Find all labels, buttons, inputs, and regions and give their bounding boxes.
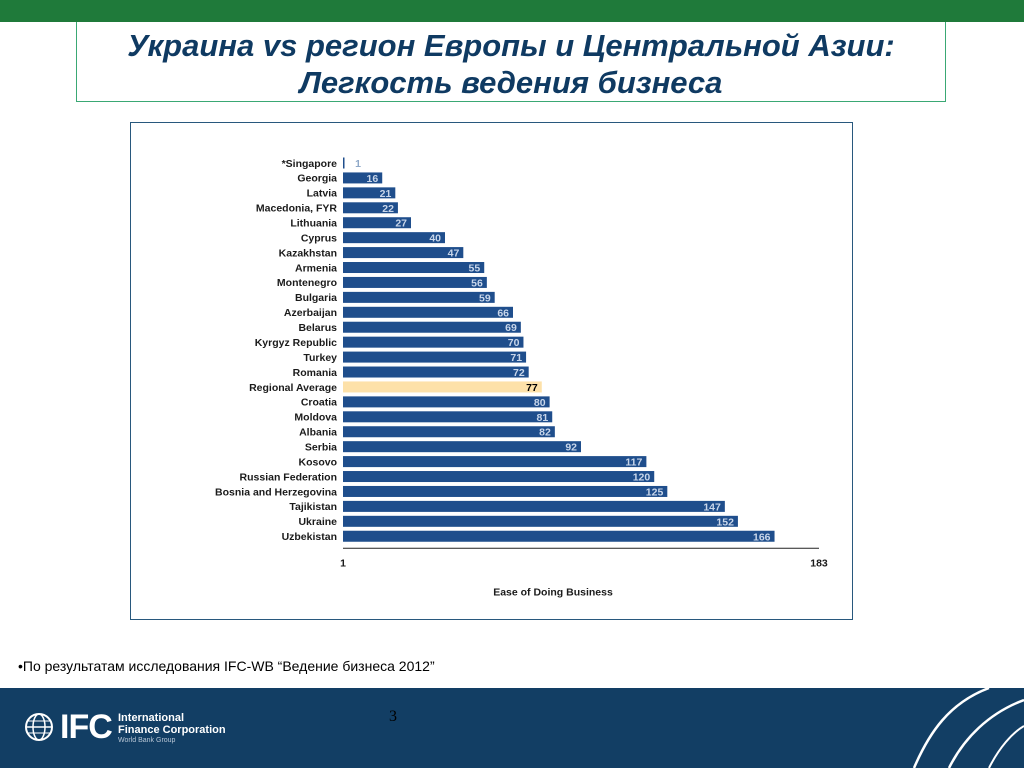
bar bbox=[343, 202, 398, 214]
bar bbox=[343, 157, 345, 169]
data-label: 81 bbox=[537, 412, 549, 424]
bar bbox=[343, 366, 529, 378]
globe-icon bbox=[25, 713, 53, 741]
data-label: 147 bbox=[703, 501, 721, 513]
data-label: 22 bbox=[382, 203, 394, 215]
data-label: 1 bbox=[355, 158, 361, 170]
category-label: Kazakhstan bbox=[279, 247, 337, 259]
category-label: Macedonia, FYR bbox=[256, 203, 338, 215]
bar bbox=[343, 396, 550, 408]
slide-title-line-2: Легкость ведения бизнеса bbox=[299, 65, 723, 100]
x-axis-title: Ease of Doing Business bbox=[493, 586, 613, 598]
category-label: *Singapore bbox=[282, 158, 338, 170]
bar bbox=[343, 441, 581, 453]
category-label: Uzbekistan bbox=[282, 531, 337, 543]
footer-bar: IFC International Finance Corporation Wo… bbox=[0, 688, 1024, 768]
data-label: 56 bbox=[471, 277, 483, 289]
bar bbox=[343, 351, 527, 363]
bar-chart: *Singapore 1 Georgia 16 Latvia 21 Macedonia, F… bbox=[215, 157, 828, 598]
category-label: Georgia bbox=[297, 173, 337, 185]
category-label: Moldova bbox=[294, 412, 337, 424]
bar bbox=[343, 172, 383, 184]
category-label: Tajikistan bbox=[289, 501, 337, 513]
category-label: Kosovo bbox=[298, 456, 337, 468]
data-label: 69 bbox=[505, 322, 517, 334]
category-label: Cyprus bbox=[301, 232, 337, 244]
data-label: 59 bbox=[479, 292, 491, 304]
logo-ifc-text: IFC bbox=[60, 708, 113, 746]
bar bbox=[343, 411, 553, 423]
data-label: 16 bbox=[367, 173, 379, 185]
category-label: Regional Average bbox=[249, 382, 337, 394]
bar bbox=[343, 381, 542, 393]
data-label: 120 bbox=[633, 472, 651, 484]
bar bbox=[343, 306, 513, 318]
bar bbox=[343, 291, 495, 303]
data-label: 117 bbox=[625, 457, 642, 469]
data-label: 55 bbox=[469, 263, 481, 275]
bar bbox=[343, 471, 655, 483]
decorative-swoosh bbox=[912, 688, 1024, 768]
bar bbox=[343, 500, 725, 512]
data-label: 27 bbox=[395, 218, 407, 230]
category-label: Azerbaijan bbox=[284, 307, 337, 319]
bar bbox=[343, 217, 411, 229]
slide-title-line-1: Украина vs регион Европы и Центральной А… bbox=[127, 28, 895, 63]
data-label: 71 bbox=[510, 352, 522, 364]
category-label: Turkey bbox=[303, 352, 337, 364]
data-label: 80 bbox=[534, 397, 546, 409]
bar bbox=[343, 232, 445, 244]
x-tick-label: 183 bbox=[810, 557, 828, 569]
bar bbox=[343, 336, 524, 348]
bar bbox=[343, 262, 485, 274]
chart-frame: *Singapore 1 Georgia 16 Latvia 21 Macedonia, F… bbox=[130, 122, 853, 620]
data-label: 40 bbox=[429, 233, 441, 245]
category-label: Bulgaria bbox=[295, 292, 337, 304]
category-label: Serbia bbox=[305, 441, 337, 453]
category-label: Armenia bbox=[295, 262, 337, 274]
category-label: Russian Federation bbox=[240, 471, 337, 483]
data-label: 72 bbox=[513, 367, 525, 379]
footnote: •По результатам исследования IFC-WB “Вед… bbox=[18, 658, 435, 674]
bar bbox=[343, 276, 487, 288]
title-box: Украина vs регион Европы и Центральной А… bbox=[76, 22, 946, 102]
bar bbox=[343, 530, 775, 542]
category-label: Albania bbox=[299, 427, 337, 439]
logo-subtitle: World Bank Group bbox=[118, 737, 176, 744]
category-label: Lithuania bbox=[290, 218, 337, 230]
data-label: 47 bbox=[448, 248, 460, 260]
data-label: 125 bbox=[646, 486, 664, 498]
bar bbox=[343, 187, 396, 199]
bar bbox=[343, 321, 521, 333]
page-number: 3 bbox=[389, 708, 397, 725]
bar bbox=[343, 456, 647, 468]
bar bbox=[343, 485, 668, 497]
data-label: 77 bbox=[526, 382, 538, 394]
x-tick-label: 1 bbox=[340, 557, 346, 569]
logo-name-line-1: International bbox=[118, 712, 185, 724]
data-label: 21 bbox=[380, 188, 392, 200]
category-label: Romania bbox=[293, 367, 338, 379]
category-label: Belarus bbox=[298, 322, 337, 334]
logo-name-line-2: Finance Corporation bbox=[118, 724, 226, 736]
category-label: Croatia bbox=[301, 397, 337, 409]
data-label: 152 bbox=[716, 516, 734, 528]
data-label: 70 bbox=[508, 337, 520, 349]
bar bbox=[343, 515, 738, 527]
data-label: 92 bbox=[565, 442, 577, 454]
bar bbox=[343, 426, 555, 438]
top-accent-bar bbox=[0, 0, 1024, 22]
data-label: 166 bbox=[753, 531, 771, 543]
category-label: Bosnia and Herzegovina bbox=[215, 486, 337, 498]
category-label: Kyrgyz Republic bbox=[255, 337, 337, 349]
data-label: 66 bbox=[497, 307, 509, 319]
bar bbox=[343, 247, 464, 259]
data-label: 82 bbox=[539, 427, 551, 439]
category-label: Ukraine bbox=[298, 516, 337, 528]
category-label: Latvia bbox=[307, 188, 338, 200]
category-label: Montenegro bbox=[277, 277, 337, 289]
